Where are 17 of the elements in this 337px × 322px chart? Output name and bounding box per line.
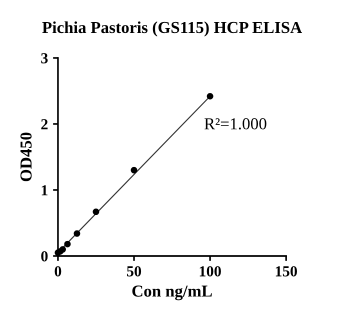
point <box>206 92 214 100</box>
x-tick-label: 0 <box>54 266 62 276</box>
y-tick-label: 2 <box>41 119 48 130</box>
point <box>64 240 71 248</box>
x-tick-label: 150 <box>276 266 297 276</box>
x-tick-label: 50 <box>126 266 142 276</box>
point <box>92 208 100 216</box>
point <box>74 230 80 237</box>
y-tick-label: 0 <box>41 251 48 262</box>
annotation: R²=1.000 <box>204 118 266 130</box>
x-axis-title: Con ng/mL <box>132 286 212 300</box>
x-tick-label: 100 <box>200 266 221 276</box>
y-tick-label: 3 <box>41 53 48 64</box>
chart-title: Pichia Pastoris (GS115) HCP ELISA <box>42 21 302 37</box>
point <box>130 166 138 174</box>
y-tick-label: 1 <box>42 185 48 196</box>
y-axis-title: OD450 <box>20 132 32 182</box>
